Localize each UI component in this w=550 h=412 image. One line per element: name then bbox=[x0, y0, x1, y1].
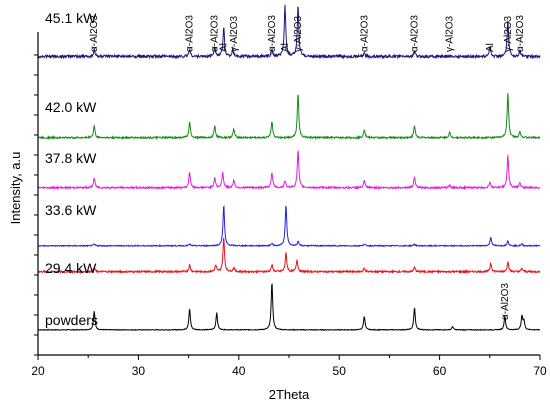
series-line-33-6-kw bbox=[37, 205, 541, 248]
peak-annotation: α-Al2O3 bbox=[359, 15, 370, 52]
series-line-37-8-kw bbox=[37, 149, 541, 191]
series-label-powders: powders bbox=[45, 312, 98, 328]
series-label-37-8-kw: 37.8 kW bbox=[45, 150, 97, 166]
peak-annotation: γ-Al2O3 bbox=[293, 15, 304, 52]
axes-layer bbox=[37, 32, 540, 356]
peak-annotation: Al bbox=[280, 43, 291, 52]
series-label-33-6-kw: 33.6 kW bbox=[45, 202, 97, 218]
series-line-45-1-kw bbox=[37, 4, 541, 60]
peak-annotation: α-Al2O3 bbox=[210, 15, 221, 52]
x-tick-label-70: 70 bbox=[533, 364, 547, 378]
x-tick-label-60: 60 bbox=[433, 364, 447, 378]
series-line-42-0-kw bbox=[37, 92, 541, 141]
x-axis-title: 2Theta bbox=[269, 387, 310, 402]
peak-annotation: α-Al2O3 bbox=[185, 15, 196, 52]
series-layer bbox=[37, 4, 541, 332]
peak-annotation: Al bbox=[219, 43, 230, 52]
x-tick-label-20: 20 bbox=[31, 364, 45, 378]
series-label-29-4-kw: 29.4 kW bbox=[45, 260, 97, 276]
x-tick-label-30: 30 bbox=[132, 364, 146, 378]
peak-annotation: γ-Al2O3 bbox=[503, 15, 514, 52]
peak-annotation: γ-Al2O3 bbox=[229, 15, 240, 52]
peak-annotation: γ-Al2O3 bbox=[445, 15, 456, 52]
peak-annotation: Al bbox=[485, 43, 496, 52]
series-line-29-4-kw bbox=[37, 237, 541, 275]
peak-annotation: α-Al2O3 bbox=[515, 15, 526, 52]
tick-layer: 20 30 40 50 60 70 bbox=[31, 54, 547, 378]
series-label-45-1-kw: 45.1 kW bbox=[45, 10, 97, 26]
y-axis-title: Intensity, a.u bbox=[8, 152, 23, 225]
series-line-powders bbox=[37, 283, 541, 332]
peak-annotation: α-Al2O3 bbox=[410, 15, 421, 52]
x-tick-label-40: 40 bbox=[232, 364, 246, 378]
peak-annotation: α-Al2O3 bbox=[267, 15, 278, 52]
series-label-42-0-kw: 42.0 kW bbox=[45, 99, 97, 115]
peak-annotation: α-Al2O3 bbox=[500, 283, 511, 320]
x-tick-label-50: 50 bbox=[333, 364, 347, 378]
series-label-layer: powders 29.4 kW 33.6 kW 37.8 kW 42.0 kW 45.1 … bbox=[45, 10, 98, 328]
peak-annotation: α-Al2O3 bbox=[89, 15, 100, 52]
